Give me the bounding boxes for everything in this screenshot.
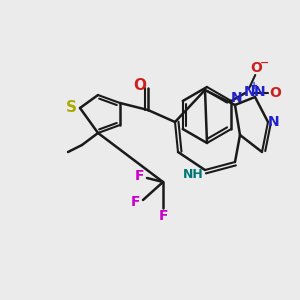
Text: N: N <box>254 85 266 99</box>
Text: −: − <box>260 58 269 68</box>
Text: N: N <box>243 85 255 99</box>
Text: F: F <box>134 169 144 183</box>
Text: O: O <box>250 61 262 75</box>
Text: +: + <box>250 81 258 91</box>
Text: F: F <box>159 209 169 223</box>
Text: N: N <box>231 91 243 105</box>
Text: O: O <box>134 77 146 92</box>
Text: NH: NH <box>183 169 203 182</box>
Text: S: S <box>65 100 76 115</box>
Text: O: O <box>269 86 281 100</box>
Text: N: N <box>268 115 280 129</box>
Text: F: F <box>130 195 140 209</box>
